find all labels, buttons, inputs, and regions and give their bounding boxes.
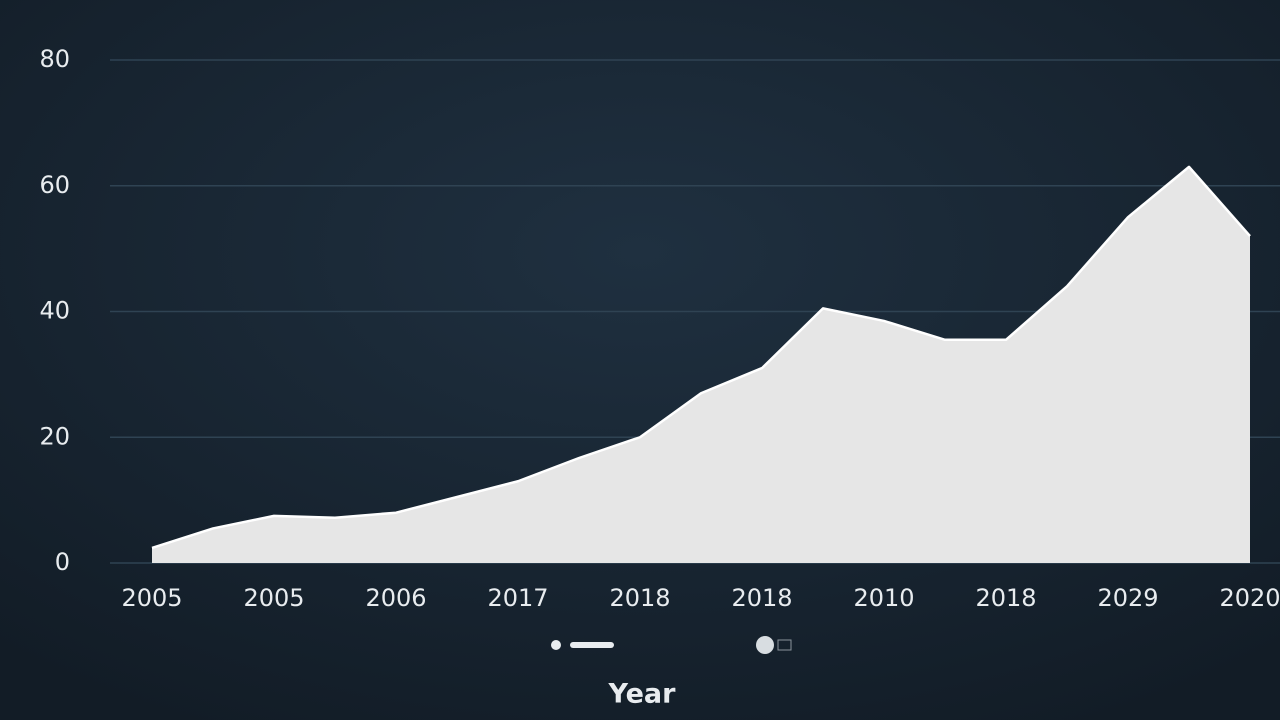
legend-icon [570, 642, 614, 648]
x-tick-label: 2018 [975, 584, 1036, 612]
legend-icon [551, 640, 561, 650]
x-tick-label: 2006 [365, 584, 426, 612]
y-tick-label: 60 [39, 171, 70, 199]
x-tick-label: 2005 [121, 584, 182, 612]
x-tick-label: 2020 [1219, 584, 1280, 612]
legend-icon [777, 639, 792, 651]
y-tick-label: 0 [55, 548, 70, 576]
x-tick-label: 2029 [1097, 584, 1158, 612]
x-tick-label: 2018 [731, 584, 792, 612]
legend-icon [756, 636, 774, 654]
y-tick-label: 80 [39, 45, 70, 73]
y-tick-label: 20 [39, 422, 70, 450]
y-tick-label: 40 [39, 297, 70, 325]
x-tick-label: 2005 [243, 584, 304, 612]
area [152, 166, 1250, 563]
x-tick-label: 2017 [487, 584, 548, 612]
x-tick-label: 2010 [853, 584, 914, 612]
x-tick-label: 2018 [609, 584, 670, 612]
x-axis-title: Year [608, 679, 677, 710]
plot [151, 165, 1251, 563]
area-line [151, 165, 1251, 550]
legend [551, 636, 792, 654]
